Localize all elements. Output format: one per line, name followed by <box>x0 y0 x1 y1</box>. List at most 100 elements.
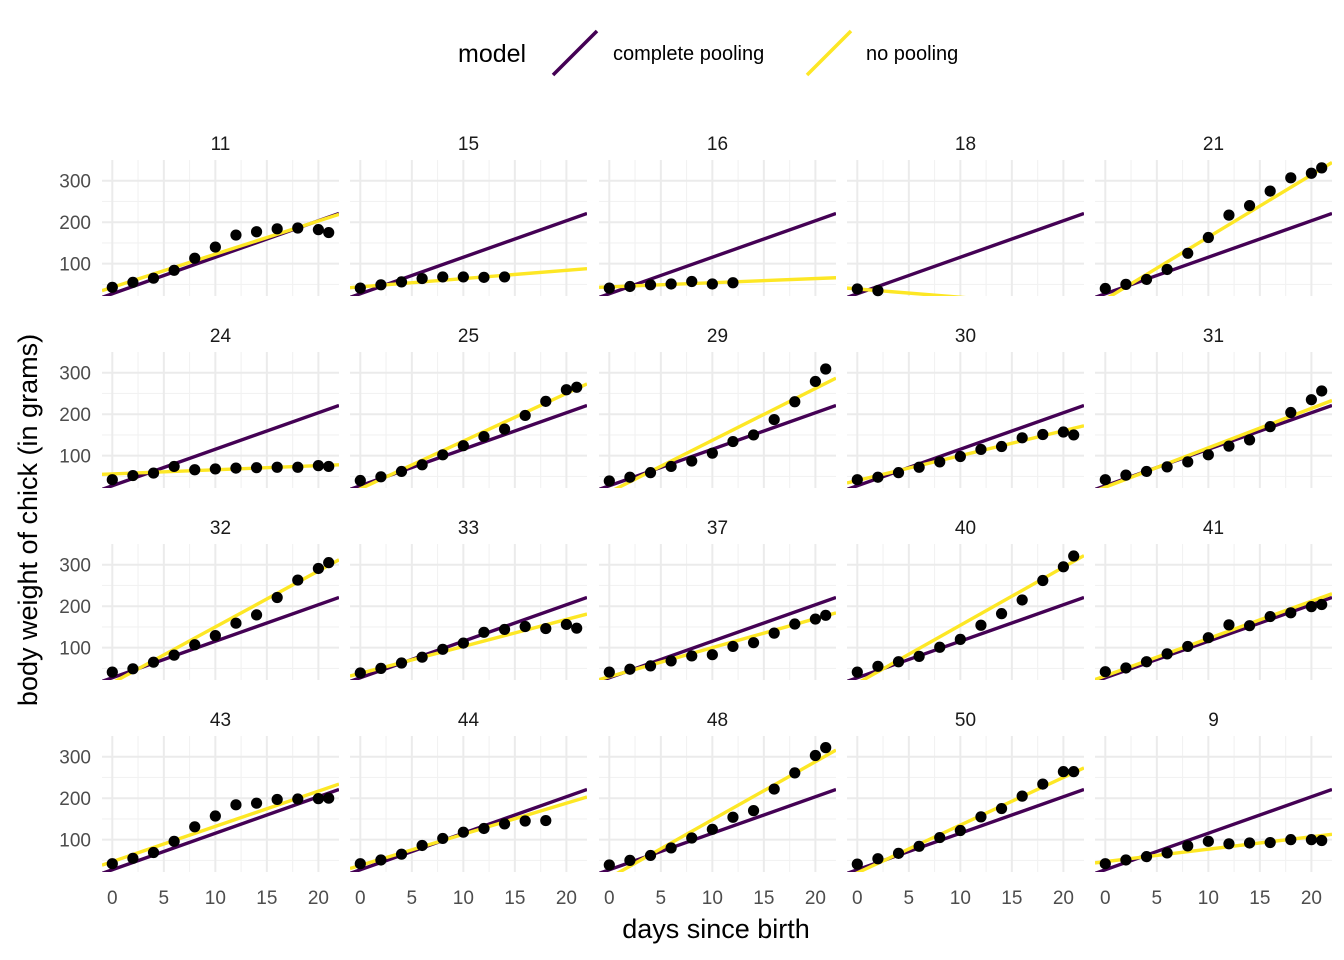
y-tick-label: 300 <box>59 172 91 193</box>
legend-title: model <box>458 40 526 68</box>
panel-chick-40: 40 <box>847 518 1084 680</box>
data-point <box>209 630 221 642</box>
data-point <box>727 435 739 448</box>
data-point <box>209 810 221 822</box>
x-tick-label: 10 <box>205 888 226 909</box>
data-point <box>127 663 139 675</box>
data-point <box>540 622 552 635</box>
data-point <box>292 793 304 805</box>
y-tick-label: 100 <box>59 831 91 852</box>
legend-key-no-pooling <box>805 29 853 77</box>
data-point <box>375 854 387 866</box>
facet-label: 18 <box>955 134 976 155</box>
data-point <box>312 460 324 472</box>
facet-label: 29 <box>707 326 728 347</box>
data-point <box>892 847 905 859</box>
data-point <box>292 461 304 473</box>
data-point <box>1202 449 1214 461</box>
panel-chick-48: 48 <box>599 710 836 872</box>
data-point <box>1202 835 1214 847</box>
panel-chick-43: 43 <box>102 710 339 872</box>
data-point <box>478 430 490 443</box>
data-point <box>416 651 428 663</box>
panel-grid <box>102 160 339 296</box>
data-point <box>975 443 987 456</box>
y-tick-label: 100 <box>59 447 91 468</box>
data-point <box>1016 790 1028 802</box>
x-tick-label: 0 <box>355 888 366 909</box>
facet-label: 11 <box>211 134 231 155</box>
data-point <box>519 409 531 422</box>
data-point <box>1223 440 1235 452</box>
data-point <box>665 842 677 854</box>
data-point <box>1120 854 1132 866</box>
facet-label: 41 <box>1203 518 1224 539</box>
data-point <box>747 429 760 441</box>
data-point <box>168 264 180 276</box>
panel-grid <box>1095 736 1332 872</box>
x-axis-tick-labels: 0 5 10 15 20 0 5 10 15 20 0 5 10 15 20 0 5 10 15 20 0 5 10 15 20 <box>107 888 1322 909</box>
data-point <box>1037 574 1049 587</box>
y-tick-label: 200 <box>59 405 91 426</box>
data-point <box>230 229 242 241</box>
facet-label: 21 <box>1203 134 1224 155</box>
data-point <box>395 657 408 669</box>
panel-chick-31: 31 <box>1095 326 1332 488</box>
x-tick-label: 10 <box>950 888 971 909</box>
y-tick-label: 200 <box>59 213 91 234</box>
panel-chick-11: 11 <box>102 134 339 296</box>
data-point <box>1243 837 1256 849</box>
data-point <box>498 623 511 636</box>
panel-grid <box>1095 160 1332 296</box>
data-point <box>375 662 387 674</box>
data-point <box>913 650 925 662</box>
data-point <box>271 223 283 235</box>
data-point <box>189 464 201 476</box>
data-point <box>1037 778 1049 790</box>
data-point <box>168 460 180 473</box>
data-point <box>954 633 966 645</box>
complete-pooling-line <box>847 211 1084 296</box>
x-tick-label: 15 <box>1249 888 1270 909</box>
data-point <box>913 461 925 473</box>
panel-grid <box>599 160 836 296</box>
data-point <box>624 471 636 483</box>
data-point <box>727 811 739 823</box>
facet-label: 37 <box>707 518 728 539</box>
data-point <box>1223 619 1235 631</box>
facet-label: 48 <box>707 710 728 731</box>
panel-grid <box>350 736 587 872</box>
data-point <box>706 278 718 290</box>
data-point <box>995 608 1008 620</box>
data-point <box>1223 838 1235 850</box>
data-point <box>147 272 160 284</box>
data-point <box>995 802 1008 815</box>
x-tick-label: 0 <box>604 888 615 909</box>
data-point <box>954 824 966 837</box>
data-point <box>323 460 335 473</box>
data-point <box>457 826 469 838</box>
facet-label: 30 <box>955 326 976 347</box>
data-point <box>1099 858 1111 870</box>
facet-label: 33 <box>458 518 479 539</box>
data-point <box>1202 231 1214 244</box>
data-point <box>686 275 698 288</box>
x-tick-label: 20 <box>308 888 329 909</box>
panel-chick-9: 9 <box>1095 710 1332 872</box>
data-point <box>1068 766 1080 778</box>
data-point <box>147 656 160 668</box>
data-point <box>457 440 469 452</box>
data-point <box>747 637 760 649</box>
data-point <box>106 474 118 486</box>
data-point <box>872 285 884 297</box>
data-point <box>1161 461 1173 473</box>
data-point <box>292 574 304 586</box>
panel-chick-30: 30 <box>847 326 1084 488</box>
data-point <box>686 832 698 844</box>
data-point <box>375 471 387 483</box>
data-point <box>168 649 180 661</box>
data-point <box>603 859 615 871</box>
data-point <box>1182 456 1194 468</box>
data-point <box>603 282 615 294</box>
facet-label: 43 <box>210 710 231 731</box>
